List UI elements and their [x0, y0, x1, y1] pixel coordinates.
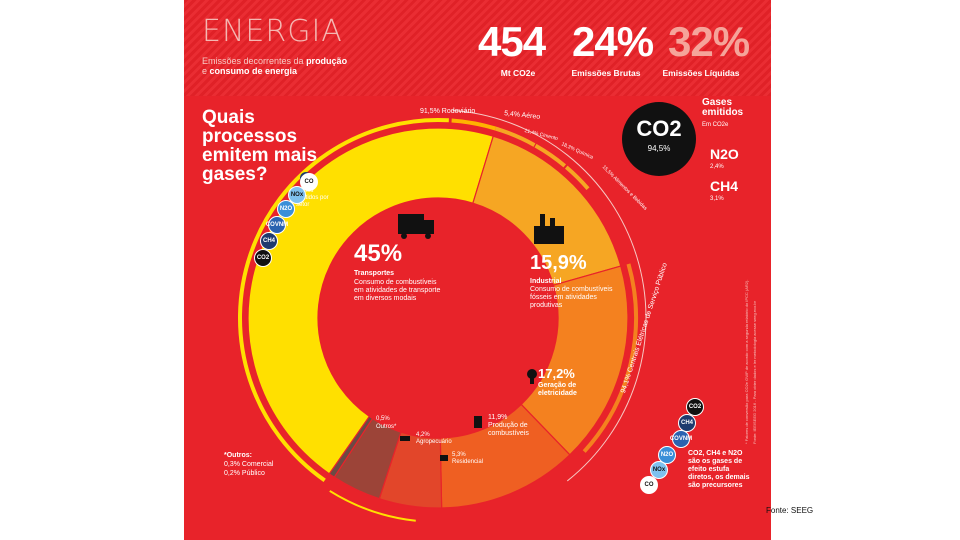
label-producao-name: Produção de combustíveis: [488, 422, 529, 437]
stat-emissions-total: 454: [478, 18, 546, 65]
donut-segments: [247, 127, 629, 509]
truck-icon-wheel: [425, 233, 431, 239]
n2o-label: N2O: [710, 146, 739, 162]
outros-note-line2: 0,2% Público: [224, 470, 265, 477]
right-nox-bubble: NOx: [650, 461, 668, 479]
subtitle-text: e: [202, 66, 210, 76]
label-industrial-desc: Consumo de combustíveis fósseis em ativi…: [530, 286, 613, 309]
right-n2o-bubble: N2O: [658, 446, 676, 464]
factory-icon-chimney: [550, 218, 555, 228]
left-n2o-bubble: N2O: [277, 200, 295, 218]
chart-decorations: [398, 214, 564, 461]
fuel-pump-icon: [474, 416, 482, 428]
label-residencial-name: Residencial: [452, 459, 484, 465]
cow-icon: [400, 436, 410, 441]
infographic-title: ENERGIA: [202, 14, 343, 49]
subsector-arc-cimento: [494, 126, 536, 147]
factory-icon-chimney: [540, 214, 545, 228]
subtitle-line-1: Emissões decorrentes da produção: [202, 56, 347, 66]
left-covnm-bubble: COVNM: [266, 216, 288, 234]
stat-emissions-total-label: Mt CO2e: [500, 68, 536, 78]
infographic-panel: ENERGIA Emissões decorrentes da produção…: [184, 0, 771, 540]
subsector-arc-centrais: [582, 263, 638, 453]
outros-note-line1: 0,3% Comercial: [224, 461, 274, 468]
source-credit: Fonte: SEEG: [766, 506, 814, 515]
donut-hole: [319, 199, 557, 437]
left-ch4-bubble: CH4: [260, 232, 278, 250]
subsector-arcs: [238, 110, 647, 522]
subsector-arc-rodoviario: [238, 118, 449, 483]
label-agro-name: Agropecuário: [416, 439, 452, 445]
stat-gross-emissions: 24%: [572, 18, 654, 65]
ch4-value: 3,1%: [710, 196, 724, 202]
stat-gross-label: Emissões Brutas: [571, 68, 641, 78]
subtitle-line-2: e consumo de energia: [202, 66, 297, 76]
guide-arc-outer: [452, 110, 647, 482]
house-icon: [440, 455, 448, 461]
bulb-icon-base: [530, 378, 534, 384]
left-nox-bubble: NOx: [288, 186, 306, 204]
label-transportes-value: 45%: [354, 240, 403, 267]
truck-icon-wheel: [401, 233, 407, 239]
outros-note-title: *Outros:: [224, 452, 252, 459]
donut-segment-transportes: [247, 127, 494, 475]
right-covnm-bubble: COVNM: [670, 430, 692, 448]
subtitle-highlight: produção: [306, 56, 348, 66]
gases-note: CO2, CH4 e N2O são os gases de efeito es…: [688, 450, 750, 489]
co2-bubble: CO2 94,5%: [622, 102, 696, 176]
gases-panel-title: Gases emitidos: [702, 97, 744, 118]
factory-icon: [534, 226, 564, 244]
label-industrial-value: 15,9%: [530, 252, 587, 274]
stat-net-emissions: 32%: [668, 18, 750, 65]
bulb-icon: [527, 369, 537, 379]
right-co-bubble: CO: [640, 476, 658, 494]
question-heading: Quais processos emitem mais gases?: [202, 107, 318, 185]
source-note-1: * Fatores de conversão para CO2e GWP de …: [744, 279, 749, 444]
n2o-value: 2,4%: [710, 164, 724, 170]
truck-icon: [398, 214, 424, 234]
donut-chart: [238, 110, 647, 522]
label-outros-value: 0,5%: [376, 416, 390, 422]
label-residencial-value: 5,3%: [452, 452, 466, 458]
truck-icon-cab: [424, 220, 434, 234]
source-note-2: Fonte: IEE/SEEG 2016 - Para obter dados …: [752, 301, 757, 444]
label-rodoviario: 91,5% Rodoviário: [420, 108, 476, 115]
gases-panel-unit: Em CO2e: [702, 122, 729, 128]
left-co2-bubble: CO2: [254, 249, 272, 267]
subtitle-highlight: consumo de energia: [209, 66, 298, 76]
label-eletricidade-value: 17,2%: [538, 366, 575, 381]
header-band: [184, 0, 771, 96]
stat-net-label: Emissões Líquidas: [662, 68, 740, 78]
donut-segment-outros-: [328, 415, 374, 478]
subsector-arc-alimentos: [564, 165, 590, 191]
label-industrial-name: Industrial: [530, 278, 562, 285]
ch4-label: CH4: [710, 178, 739, 194]
subsector-arc-aereo: [451, 118, 497, 131]
label-eletricidade-name: Geração de eletricidade: [538, 382, 577, 397]
right-co2-bubble: CO2: [686, 398, 704, 416]
co2-value: 94,5%: [647, 144, 671, 153]
label-transportes-desc: Consumo de combustíveis em atividades de…: [354, 279, 441, 302]
label-agro-value: 4,2%: [416, 432, 430, 438]
label-transportes-name: Transportes: [354, 270, 395, 277]
subtitle-text: Emissões decorrentes da: [202, 56, 307, 66]
guide-arc-left: [329, 490, 416, 522]
subsector-arc-quimica: [534, 143, 567, 168]
left-co-bubble: CO: [300, 173, 318, 191]
label-producao-value: 11,9%: [488, 414, 508, 421]
label-outros-name: Outros*: [376, 424, 397, 430]
co2-label: CO2: [636, 116, 682, 141]
